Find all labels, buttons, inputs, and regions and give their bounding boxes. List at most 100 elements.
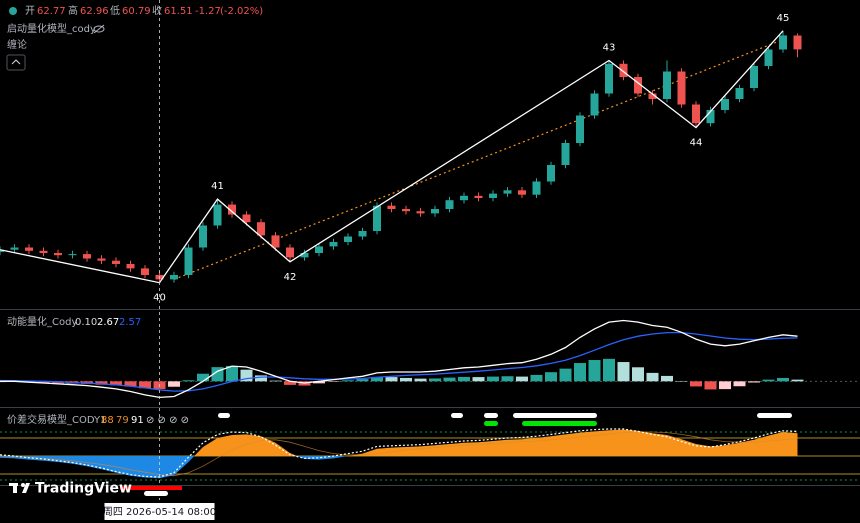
candle-body xyxy=(0,249,4,252)
high-label: 高 xyxy=(68,4,78,17)
histogram-bar xyxy=(197,373,209,382)
signal-markers xyxy=(120,413,792,496)
candle-body xyxy=(663,71,671,99)
histogram-bar xyxy=(168,381,180,387)
osc-value: 79 xyxy=(116,415,129,426)
histogram-bar xyxy=(762,379,775,382)
candle-body xyxy=(518,190,526,195)
low-value: 60.79 xyxy=(122,6,151,17)
candle-body xyxy=(735,88,744,99)
histogram-bar xyxy=(458,376,470,382)
candle-body xyxy=(358,231,367,237)
candle-body xyxy=(68,254,77,256)
candle-body xyxy=(141,268,149,275)
candle-body xyxy=(184,247,193,275)
candle-body xyxy=(344,236,352,242)
crosshair-label-box xyxy=(104,503,215,520)
candle-body xyxy=(83,254,91,259)
candle-body xyxy=(576,115,584,143)
candle-body xyxy=(39,250,48,253)
histogram-bar xyxy=(690,381,702,387)
candle-body xyxy=(199,225,207,248)
collapse-button[interactable] xyxy=(6,54,26,71)
collapse-arrow xyxy=(11,59,21,65)
candle-body xyxy=(387,205,396,209)
histogram-bar xyxy=(646,372,659,382)
histogram-bar xyxy=(777,377,789,382)
candle-body xyxy=(489,193,497,198)
macd-dea-value: 2.57 xyxy=(119,317,141,328)
logo-mark xyxy=(21,483,25,487)
area-below xyxy=(0,456,798,479)
candle-body xyxy=(605,63,613,94)
candle-body xyxy=(242,214,251,223)
close-value: 61.51 xyxy=(164,6,193,17)
dif-line xyxy=(0,319,798,399)
candle-body xyxy=(547,165,555,182)
eye-icon[interactable] xyxy=(93,24,105,34)
candle-body xyxy=(561,143,570,165)
candle-body xyxy=(10,247,19,250)
candle-body xyxy=(54,253,62,256)
histogram-bar xyxy=(516,376,528,382)
candle-body xyxy=(503,190,512,194)
histogram-bar xyxy=(356,379,369,382)
signal-pill xyxy=(451,413,463,418)
candle-body xyxy=(97,258,106,261)
histogram-bar xyxy=(791,379,804,382)
eye-icon-slash xyxy=(93,24,105,34)
histogram-bar xyxy=(530,374,543,382)
histogram-bar xyxy=(371,376,383,382)
osc-value: 88 xyxy=(101,415,114,426)
histogram-bar xyxy=(603,358,615,382)
macd-dif-value: 2.67 xyxy=(97,317,119,328)
histogram-bar xyxy=(429,378,441,382)
signal-pill xyxy=(484,413,498,418)
candle-body xyxy=(329,242,338,247)
candle-body xyxy=(402,209,410,212)
area-above xyxy=(0,429,798,456)
histogram-bar xyxy=(269,380,282,382)
candle-body xyxy=(213,204,222,226)
histogram-bar xyxy=(110,381,122,386)
pivot-label: 44 xyxy=(690,138,703,149)
histogram-bar xyxy=(733,381,746,387)
candle-body xyxy=(779,35,787,50)
candle-body xyxy=(721,99,729,110)
dea-line xyxy=(0,331,798,392)
candle-body xyxy=(373,205,381,231)
candle-body xyxy=(634,77,642,94)
close-label: 收 xyxy=(152,4,162,17)
candle-body xyxy=(170,275,178,280)
indicator-title: 启动量化模型_cody xyxy=(7,22,96,35)
candle-body xyxy=(619,63,628,77)
candle-body xyxy=(590,93,599,116)
histogram-bar xyxy=(748,381,760,383)
macd-hist-value: 0.10 xyxy=(75,317,97,328)
signal-pill xyxy=(144,491,168,496)
change-pct: (-2.02%) xyxy=(220,6,263,17)
indicator-subtitle: 缠论 xyxy=(7,38,27,51)
histogram-bar xyxy=(139,381,151,389)
eye-icon-shape xyxy=(93,25,105,33)
logo-mark xyxy=(22,483,30,493)
logo-mark xyxy=(13,483,17,493)
histogram-bar xyxy=(313,381,325,384)
candle-body xyxy=(431,209,439,214)
histogram-bar xyxy=(661,375,673,382)
histogram-bar xyxy=(182,380,195,382)
candle-body xyxy=(286,247,294,258)
pivot-label: 40 xyxy=(153,293,166,304)
candle-body xyxy=(764,49,773,66)
histogram-bar xyxy=(342,380,354,382)
open-label: 开 xyxy=(25,6,35,17)
histogram-bar xyxy=(704,381,717,390)
open-value: 62.77 xyxy=(37,6,66,17)
histogram-bar xyxy=(255,375,267,382)
pivot-label: 42 xyxy=(284,272,297,283)
status-dot xyxy=(9,7,17,15)
candle-body xyxy=(315,246,323,253)
